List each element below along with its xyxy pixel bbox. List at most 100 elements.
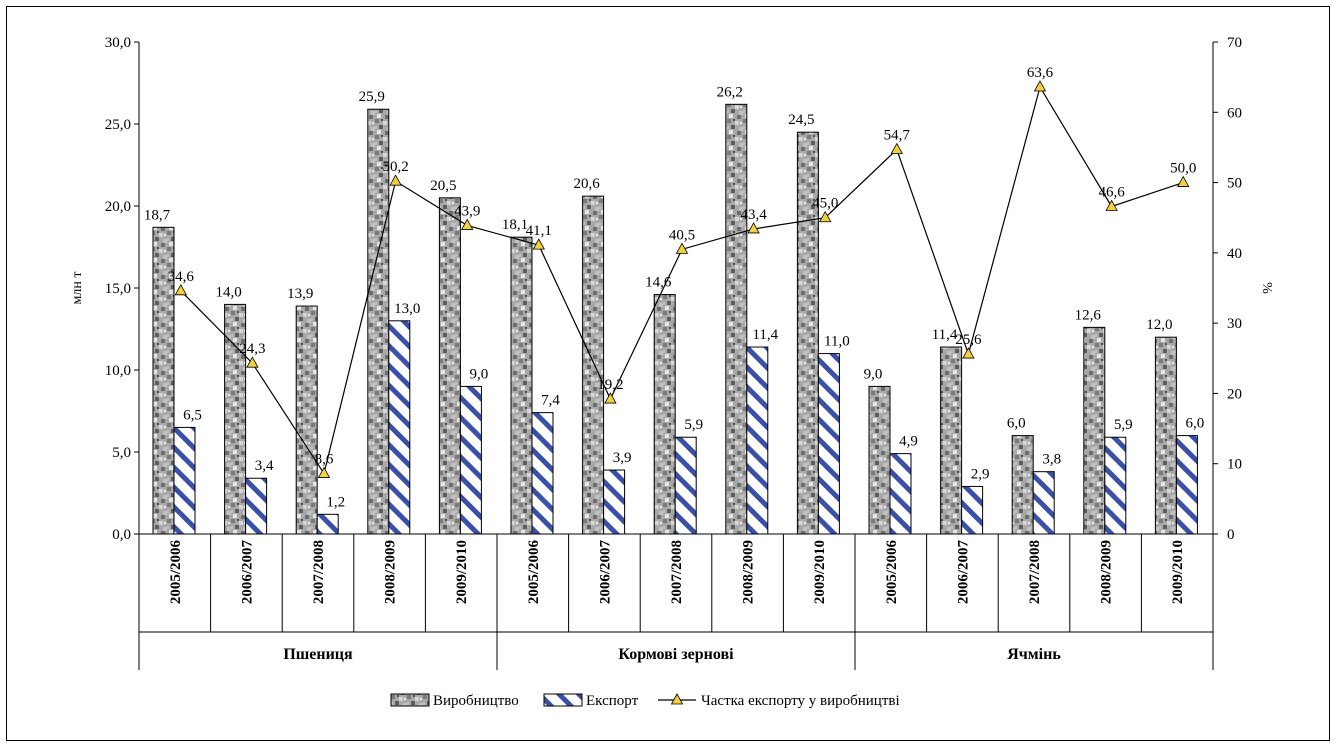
x-group-label: Кормові зернові bbox=[618, 646, 734, 663]
data-label-export: 4,9 bbox=[899, 434, 918, 450]
data-label-export: 2,9 bbox=[971, 466, 990, 482]
x-tick-label: 2005/2006 bbox=[884, 540, 900, 605]
x-tick-label: 2009/2010 bbox=[454, 540, 470, 604]
data-label-export: 3,9 bbox=[613, 450, 632, 466]
series-line-share bbox=[180, 85, 1184, 476]
y-left-tick-label: 20,0 bbox=[105, 199, 131, 215]
data-label-share: 34,6 bbox=[168, 269, 195, 285]
data-label-production: 11,4 bbox=[932, 327, 958, 343]
data-label-share: 50,2 bbox=[382, 159, 408, 175]
data-label-export: 13,0 bbox=[394, 301, 420, 317]
chart-svg: 0,0 5,0 10,0 15,0 20,0 25,0 30,0 млн т 0 10 20 30 40… bbox=[70, 35, 1274, 709]
data-label-production: 6,0 bbox=[1007, 416, 1026, 432]
bar-production bbox=[1083, 326, 1106, 535]
bar-export bbox=[1104, 436, 1127, 535]
x-tick-label: 2008/2009 bbox=[1099, 540, 1115, 604]
data-label-production: 9,0 bbox=[864, 366, 883, 382]
bar-export bbox=[173, 426, 196, 535]
y-right-tick-label: 60 bbox=[1227, 105, 1242, 121]
x-tick-label: 2005/2006 bbox=[168, 540, 184, 605]
marker-share bbox=[604, 392, 617, 404]
marker-share bbox=[174, 283, 187, 296]
data-label-share: 50,0 bbox=[1170, 161, 1196, 177]
data-label-share: 46,6 bbox=[1098, 184, 1125, 200]
bar-export bbox=[316, 513, 339, 535]
bar-export bbox=[746, 346, 769, 535]
y-right-tick-label: 40 bbox=[1227, 246, 1242, 262]
x-tick-label: 2007/2008 bbox=[311, 540, 327, 604]
x-tick-label: 2006/2007 bbox=[239, 540, 255, 605]
marker-share bbox=[461, 218, 474, 230]
data-label-export: 11,4 bbox=[752, 327, 778, 343]
x-tick-label: 2007/2008 bbox=[669, 540, 685, 604]
data-label-export: 6,5 bbox=[183, 407, 202, 423]
y-axis-left-label: млн т bbox=[70, 272, 85, 305]
data-label-export: 3,8 bbox=[1042, 452, 1061, 468]
bar-export bbox=[603, 469, 626, 535]
bar-export bbox=[674, 436, 697, 535]
data-label-production: 12,6 bbox=[1075, 307, 1102, 323]
bar-export bbox=[1175, 435, 1198, 535]
y-left-tick-label: 10,0 bbox=[105, 363, 131, 379]
y-right-tick-label: 10 bbox=[1227, 457, 1242, 473]
legend-label-production: Виробництво bbox=[433, 693, 519, 709]
bar-production bbox=[868, 385, 891, 535]
marker-share bbox=[1033, 80, 1047, 92]
data-label-production: 25,9 bbox=[359, 89, 385, 105]
data-label-share: 54,7 bbox=[884, 128, 911, 144]
y-left-tick-label: 5,0 bbox=[112, 445, 131, 461]
legend-label-export: Експорт bbox=[586, 693, 639, 709]
data-label-share: 43,4 bbox=[740, 207, 767, 223]
bar-production bbox=[1154, 336, 1177, 535]
bar-production bbox=[796, 131, 819, 535]
bars-layer bbox=[152, 103, 1198, 535]
data-labels-layer: 18,7 6,5 14,0 3,4 13,9 1,2 25,9 13,0 20,5 9,0 18,1… bbox=[144, 65, 1204, 510]
axes-layer: 0,0 5,0 10,0 15,0 20,0 25,0 30,0 млн т 0 10 20 30 40… bbox=[70, 35, 1274, 543]
data-label-export: 11,0 bbox=[824, 334, 850, 350]
marker-share bbox=[675, 242, 689, 254]
legend-label-share: Частка експорту у виробництві bbox=[701, 693, 900, 709]
data-label-production: 26,2 bbox=[717, 84, 743, 100]
bar-export bbox=[459, 385, 482, 535]
x-axis-layer: 2005/2006 2006/2007 2007/2008 2008/2009 2009… bbox=[138, 533, 1214, 670]
data-label-export: 6,0 bbox=[1186, 416, 1205, 432]
data-label-production: 13,9 bbox=[287, 286, 313, 302]
bar-production bbox=[510, 236, 533, 535]
data-label-production: 24,5 bbox=[788, 112, 814, 128]
bar-production bbox=[725, 103, 748, 535]
data-label-production: 14,6 bbox=[645, 275, 672, 291]
data-label-share: 24,3 bbox=[239, 341, 265, 357]
y-left-tick-label: 25,0 bbox=[105, 117, 131, 133]
x-tick-label: 2006/2007 bbox=[597, 540, 613, 605]
data-label-export: 5,9 bbox=[1114, 417, 1133, 433]
data-label-share: 63,6 bbox=[1027, 65, 1054, 81]
line-layer bbox=[174, 80, 1190, 478]
data-label-production: 20,6 bbox=[573, 176, 600, 192]
x-tick-label: 2005/2006 bbox=[526, 540, 542, 605]
x-tick-label: 2006/2007 bbox=[955, 540, 971, 605]
bar-export bbox=[531, 412, 554, 535]
y-right-tick-label: 0 bbox=[1227, 527, 1235, 543]
data-label-export: 7,4 bbox=[541, 393, 560, 409]
legend: Виробництво Експорт Частка експорту у виро… bbox=[390, 693, 900, 709]
y-left-tick-label: 15,0 bbox=[105, 281, 131, 297]
data-label-share: 40,5 bbox=[669, 227, 695, 243]
marker-share bbox=[1105, 199, 1118, 211]
bar-production bbox=[582, 195, 605, 535]
y-right-tick-label: 50 bbox=[1227, 176, 1242, 192]
y-right-tick-label: 70 bbox=[1227, 35, 1242, 51]
bar-export bbox=[245, 477, 268, 535]
bar-production bbox=[940, 346, 963, 535]
marker-share bbox=[1177, 175, 1190, 187]
bar-export bbox=[961, 485, 984, 535]
data-label-share: 41,1 bbox=[526, 223, 552, 239]
y-left-tick-label: 0,0 bbox=[112, 527, 131, 543]
bar-export bbox=[388, 320, 411, 535]
legend-swatch-production bbox=[390, 693, 430, 707]
legend-swatch-share-marker bbox=[670, 693, 684, 705]
data-label-share: 8,6 bbox=[315, 452, 334, 468]
data-label-export: 5,9 bbox=[684, 417, 703, 433]
marker-share bbox=[747, 222, 760, 234]
data-label-export: 1,2 bbox=[326, 494, 345, 510]
data-label-production: 14,0 bbox=[215, 284, 241, 300]
